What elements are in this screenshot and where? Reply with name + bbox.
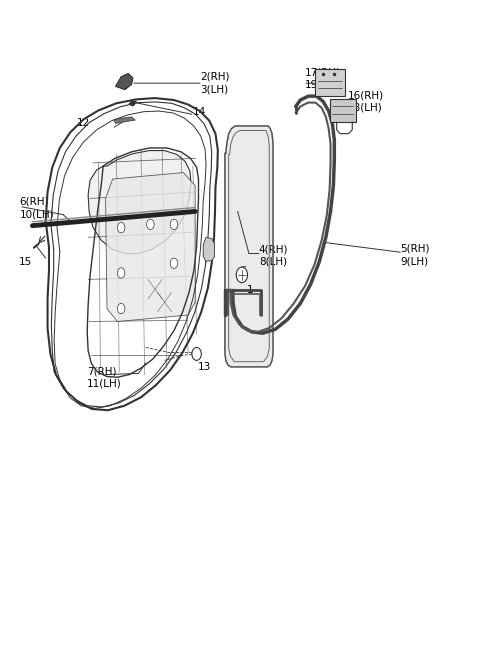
Circle shape [118,303,125,314]
Text: 6(RH)
10(LH): 6(RH) 10(LH) [20,197,54,219]
Text: 12: 12 [77,117,91,128]
Circle shape [170,258,178,268]
Circle shape [236,267,248,283]
Circle shape [118,268,125,278]
Circle shape [170,219,178,230]
Text: 7(RH)
11(LH): 7(RH) 11(LH) [87,366,121,388]
Text: 15: 15 [18,257,32,267]
Polygon shape [225,126,273,367]
Text: 13: 13 [198,362,211,372]
Polygon shape [116,73,133,90]
Polygon shape [88,150,191,253]
Polygon shape [203,237,215,261]
Circle shape [118,222,125,233]
Text: 1: 1 [247,285,253,295]
Polygon shape [330,98,356,122]
Text: 14: 14 [193,108,206,117]
Text: 17(RH)
19(LH): 17(RH) 19(LH) [305,68,341,90]
Text: 16(RH)
18(LH): 16(RH) 18(LH) [348,90,384,113]
Polygon shape [106,173,195,321]
Text: 4(RH)
8(LH): 4(RH) 8(LH) [259,244,288,266]
Circle shape [146,219,154,230]
Polygon shape [315,69,345,96]
Text: 5(RH)
9(LH): 5(RH) 9(LH) [400,243,430,266]
Circle shape [192,348,201,360]
Polygon shape [114,117,135,123]
Text: 2(RH)
3(LH): 2(RH) 3(LH) [200,72,229,94]
